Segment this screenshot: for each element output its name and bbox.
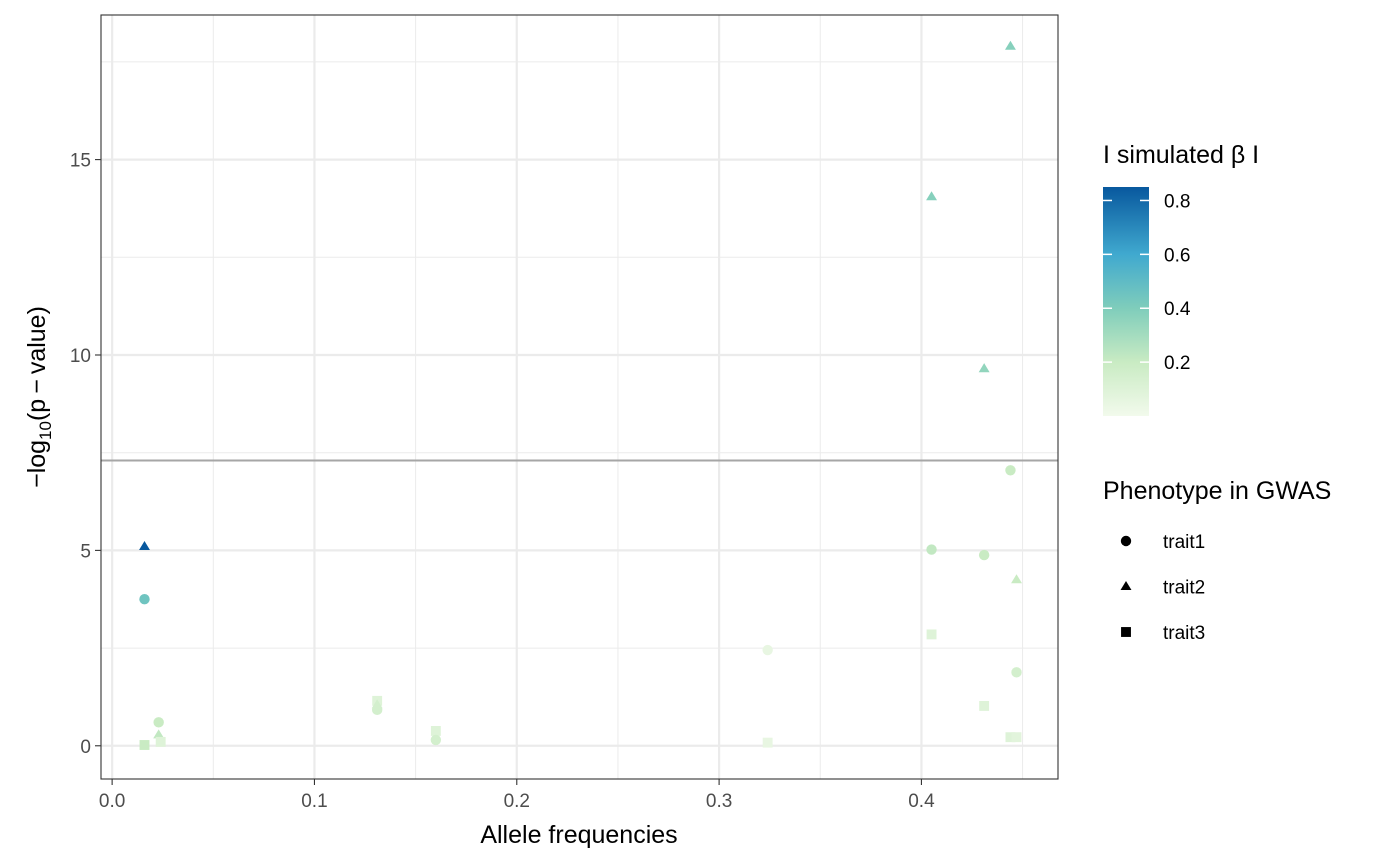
data-point-trait1-10 xyxy=(430,734,442,746)
grid-major xyxy=(101,15,1058,779)
data-point-trait3-21 xyxy=(1005,732,1016,743)
color-bar-label-0: 0.2 xyxy=(1164,353,1190,374)
data-point-trait1-20 xyxy=(1005,465,1016,476)
data-point-trait1-14 xyxy=(926,544,937,555)
data-point-trait3-5 xyxy=(155,736,166,747)
y-tick-label-0: 0 xyxy=(80,737,91,758)
y-axis-title-suffix: (p − value) xyxy=(23,306,51,421)
data-point-trait2-19 xyxy=(1004,40,1016,50)
data-points xyxy=(139,40,1022,750)
color-bar-ticks: 0.2 0.4 0.6 0.8 xyxy=(1103,191,1191,374)
data-point-trait3-2 xyxy=(139,740,150,750)
shape-legend-title: Phenotype in GWAS xyxy=(1103,477,1331,505)
color-legend-title: I simulated β I xyxy=(1103,141,1259,169)
data-point-trait1-1 xyxy=(139,594,150,605)
y-tick-label-1: 5 xyxy=(80,541,91,562)
data-point-trait2-16 xyxy=(978,363,990,373)
color-bar xyxy=(1103,187,1149,416)
x-axis-title: Allele frequencies xyxy=(480,821,677,849)
x-tick-label-2: 0.2 xyxy=(504,791,530,812)
data-point-trait3-18 xyxy=(979,700,990,711)
data-point-trait1-17 xyxy=(978,549,990,561)
x-tick-label-0: 0.0 xyxy=(99,791,125,812)
x-axis-ticks: 0.0 0.1 0.2 0.3 0.4 xyxy=(99,779,935,812)
shape-legend-key-trait1 xyxy=(1120,535,1132,547)
y-axis-title-subscript: 10 xyxy=(36,421,55,440)
shape-legend-label-trait1: trait1 xyxy=(1163,532,1205,553)
y-axis-ticks: 0 5 10 15 xyxy=(70,151,101,758)
y-axis-title-prefix: −log xyxy=(23,440,51,488)
data-point-trait3-9 xyxy=(430,725,441,736)
plot-panel-border xyxy=(100,14,1059,780)
data-point-trait2-13 xyxy=(926,191,938,201)
y-axis-title: −log10(p − value) xyxy=(23,306,55,488)
data-point-trait2-0 xyxy=(139,540,150,551)
color-bar-label-3: 0.8 xyxy=(1164,191,1190,212)
data-point-trait1-3 xyxy=(153,717,164,728)
data-point-trait3-12 xyxy=(762,737,773,748)
data-point-trait1-11 xyxy=(762,644,773,656)
shape-legend: Phenotype in GWAS trait1 trait2 trait3 xyxy=(1103,477,1331,644)
data-point-trait1-8 xyxy=(371,704,383,716)
x-tick-label-3: 0.3 xyxy=(706,791,732,812)
data-point-trait2-22 xyxy=(1011,574,1022,584)
y-tick-label-3: 15 xyxy=(70,151,91,172)
plot-panel xyxy=(101,15,1058,779)
data-point-trait3-15 xyxy=(926,629,937,640)
shape-legend-key-trait2 xyxy=(1120,581,1132,591)
x-tick-label-1: 0.1 xyxy=(301,791,327,812)
color-bar-label-2: 0.6 xyxy=(1164,245,1190,266)
data-point-trait1-23 xyxy=(1011,667,1022,678)
x-tick-label-4: 0.4 xyxy=(908,791,935,812)
shape-legend-items: trait1 trait2 trait3 xyxy=(1120,532,1205,644)
color-legend: I simulated β I 0.2 0.4 0.6 0.8 xyxy=(1103,141,1259,416)
grid-minor xyxy=(101,15,1058,779)
y-tick-label-2: 10 xyxy=(70,346,91,367)
shape-legend-label-trait3: trait3 xyxy=(1163,623,1205,644)
shape-legend-label-trait2: trait2 xyxy=(1163,578,1205,599)
shape-legend-key-trait3 xyxy=(1121,627,1131,637)
color-bar-label-1: 0.4 xyxy=(1164,299,1191,320)
data-point-trait2-4 xyxy=(153,729,165,739)
data-point-trait3-24 xyxy=(1011,732,1022,743)
